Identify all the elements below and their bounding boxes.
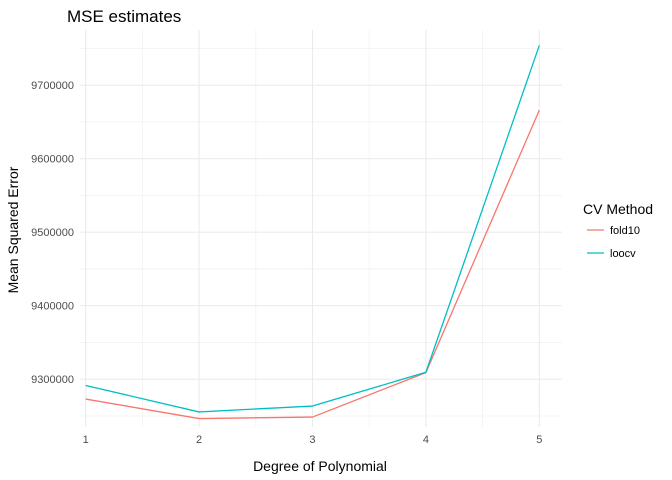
- y-tick-label: 9300000: [31, 374, 74, 386]
- minor-gridlines: [80, 30, 562, 427]
- series-line-fold10: [85, 109, 540, 420]
- x-tick-label: 1: [83, 434, 89, 446]
- y-tick-label: 9500000: [31, 227, 74, 239]
- legend: CV Method fold10 loocv: [583, 201, 653, 260]
- tick-labels: 1 2 3 4 5 9300000 9400000 9500000 9600000 9700000: [31, 80, 542, 446]
- y-tick-label: 9400000: [31, 301, 74, 313]
- x-tick-label: 3: [309, 434, 315, 446]
- legend-label-loocv: loocv: [610, 248, 636, 260]
- legend-items: fold10 loocv: [587, 225, 640, 260]
- series-line-loocv: [85, 45, 540, 413]
- x-tick-label: 5: [536, 434, 542, 446]
- legend-title: CV Method: [583, 201, 653, 217]
- y-tick-label: 9600000: [31, 154, 74, 166]
- x-tick-label: 4: [423, 434, 429, 446]
- x-axis-title: Degree of Polynomial: [253, 458, 387, 474]
- y-tick-label: 9700000: [31, 80, 74, 92]
- major-gridlines: [80, 30, 562, 427]
- chart-title: MSE estimates: [67, 7, 181, 26]
- x-tick-label: 2: [196, 434, 202, 446]
- legend-label-fold10: fold10: [610, 225, 640, 237]
- series-lines: [85, 45, 540, 420]
- y-axis-title: Mean Squared Error: [5, 166, 21, 293]
